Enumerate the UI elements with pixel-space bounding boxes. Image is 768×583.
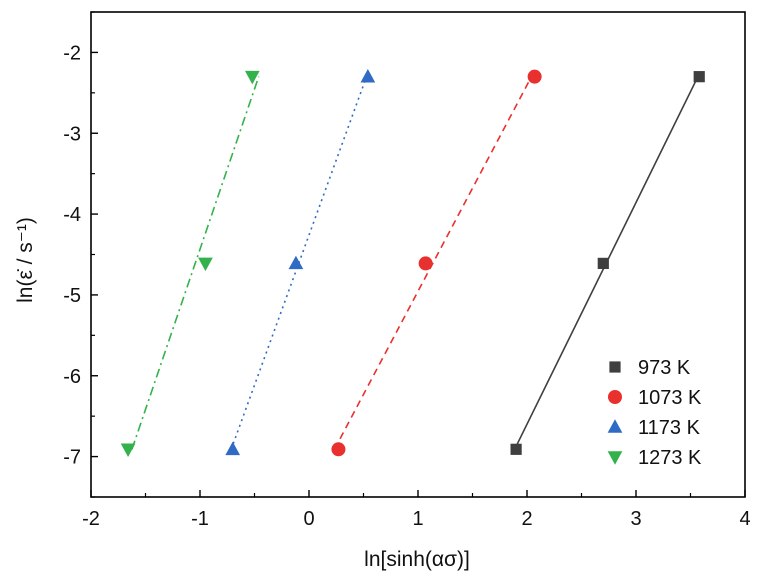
- x-tick-label: -1: [191, 508, 209, 530]
- data-point: [597, 257, 609, 269]
- legend-marker: [609, 361, 621, 373]
- x-tick-label: 1: [412, 508, 423, 530]
- y-tick-label: -3: [63, 123, 81, 145]
- x-tick-label: 0: [303, 508, 314, 530]
- data-point: [418, 256, 433, 271]
- y-tick-label: -5: [63, 285, 81, 307]
- y-tick-label: -7: [63, 447, 81, 469]
- x-tick-label: 4: [739, 508, 750, 530]
- y-axis-title: ln(ε̇ / s⁻¹): [14, 217, 37, 303]
- data-point: [527, 69, 542, 84]
- y-tick-label: -4: [63, 204, 81, 226]
- fit-line: [131, 76, 260, 450]
- x-tick-label: 2: [521, 508, 532, 530]
- y-tick-label: -2: [63, 42, 81, 64]
- legend-marker: [607, 451, 623, 465]
- x-axis-title: ln[sinh(ασ)]: [364, 548, 470, 571]
- legend-marker: [608, 390, 622, 404]
- data-point: [288, 255, 304, 270]
- fit-line: [333, 76, 533, 450]
- data-point: [225, 441, 241, 456]
- data-point: [360, 68, 376, 83]
- data-point: [693, 71, 705, 83]
- legend-label: 1273 K: [638, 447, 702, 469]
- data-point: [244, 70, 260, 85]
- data-point: [198, 257, 213, 272]
- x-tick-label: -2: [82, 508, 100, 530]
- x-tick-label: 3: [630, 508, 641, 530]
- y-tick-label: -6: [63, 366, 81, 388]
- legend-label: 1173 K: [638, 417, 701, 439]
- legend-label: 1073 K: [638, 387, 702, 409]
- data-point: [120, 443, 136, 458]
- legend-marker: [607, 419, 623, 433]
- data-point: [510, 443, 522, 455]
- data-point: [331, 442, 346, 457]
- legend-label: 973 K: [638, 357, 691, 379]
